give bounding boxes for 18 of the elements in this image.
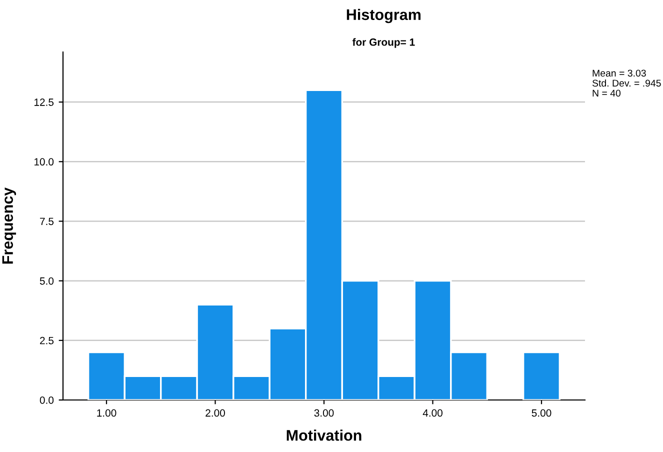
text: N = 40 bbox=[592, 90, 621, 97]
x-tick-label: 3.00 bbox=[314, 409, 334, 417]
y-tick-label: 5.0 bbox=[40, 277, 54, 285]
x-tick-label: 5.00 bbox=[532, 409, 552, 417]
y-axis-title: Frequency bbox=[2, 187, 16, 264]
y-tick-label: 10.0 bbox=[34, 158, 54, 166]
x-tick-label: 4.00 bbox=[422, 409, 442, 417]
text: Mean = 3.03 bbox=[592, 70, 646, 77]
chart-title: Histogram bbox=[346, 8, 420, 24]
y-tick-label: 2.5 bbox=[40, 336, 54, 344]
x-axis-title: Motivation bbox=[286, 430, 362, 441]
text: Std. Dev. = .945 bbox=[592, 79, 661, 87]
y-tick-label: 7.5 bbox=[40, 218, 54, 226]
x-tick-label: 1.00 bbox=[97, 409, 116, 417]
chart-subtitle: for Group= 1 bbox=[352, 38, 415, 48]
y-tick-label: 12.5 bbox=[34, 98, 54, 106]
y-tick-label: 0.0 bbox=[40, 396, 54, 404]
x-tick-label: 2.00 bbox=[206, 409, 225, 417]
